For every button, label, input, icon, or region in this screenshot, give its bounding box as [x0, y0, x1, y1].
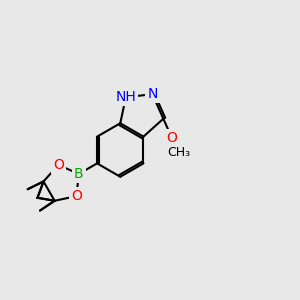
Text: B: B [74, 167, 84, 181]
Text: O: O [166, 131, 177, 145]
Text: O: O [71, 189, 82, 203]
Text: O: O [53, 158, 64, 172]
Text: CH₃: CH₃ [167, 146, 190, 159]
Text: N: N [147, 87, 158, 101]
Text: NH: NH [116, 90, 136, 104]
